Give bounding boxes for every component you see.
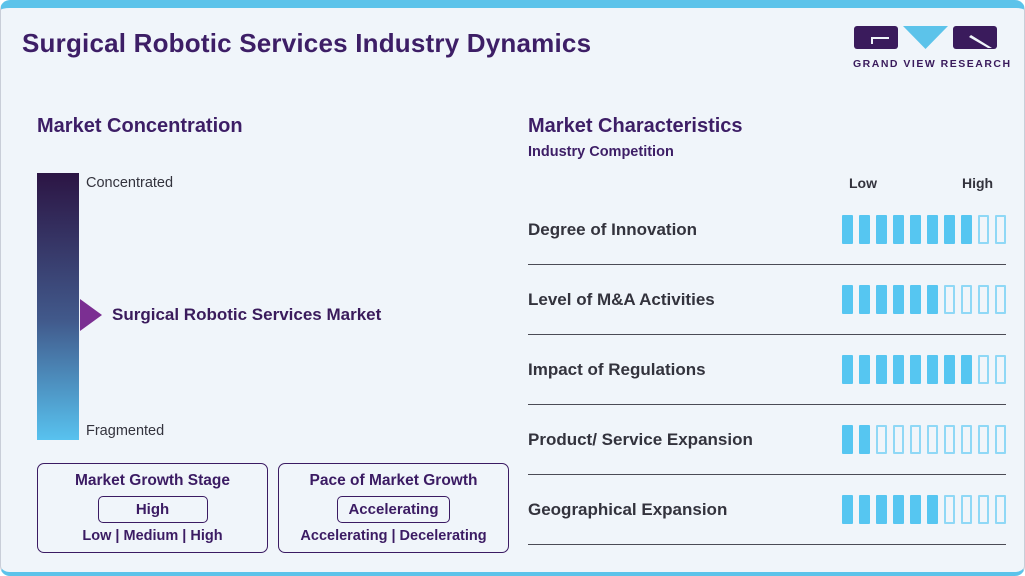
concentrated-label: Concentrated	[86, 175, 174, 191]
gauge-high-label: High	[962, 175, 994, 191]
growth-pace-scale: Accelerating | Decelerating	[300, 528, 487, 544]
gauge-segment-empty	[995, 215, 1006, 244]
characteristic-row: Degree of Innovation	[528, 195, 1006, 265]
gauge-segment-filled	[859, 355, 870, 384]
characteristic-gauge	[842, 425, 1006, 454]
market-growth-stage-box: Market Growth Stage High Low | Medium | …	[37, 463, 268, 553]
market-pointer-label: Surgical Robotic Services Market	[112, 305, 382, 324]
gauge-segment-empty	[978, 215, 989, 244]
characteristics-table: Degree of Innovation Level of M&A Activi…	[528, 195, 1006, 545]
gauge-segment-filled	[910, 495, 921, 524]
gauge-segment-filled	[876, 355, 887, 384]
characteristic-gauge	[842, 215, 1006, 244]
gauge-segment-filled	[842, 355, 853, 384]
gauge-segment-filled	[842, 215, 853, 244]
gauge-segment-filled	[910, 355, 921, 384]
market-concentration-heading: Market Concentration	[37, 115, 243, 137]
gauge-segment-empty	[927, 425, 938, 454]
growth-stage-scale: Low | Medium | High	[82, 528, 223, 544]
brand-name: GRAND VIEW RESEARCH	[853, 58, 1012, 70]
gauge-segment-empty	[944, 495, 955, 524]
gauge-segment-filled	[927, 285, 938, 314]
gauge-segment-empty	[978, 285, 989, 314]
gauge-segment-empty	[995, 355, 1006, 384]
growth-pace-value: Accelerating	[337, 495, 450, 523]
characteristic-row: Impact of Regulations	[528, 335, 1006, 405]
gauge-segment-filled	[842, 425, 853, 454]
characteristic-label: Product/ Service Expansion	[528, 429, 753, 449]
gauge-segment-filled	[910, 215, 921, 244]
fragmented-label: Fragmented	[86, 423, 165, 439]
characteristic-gauge	[842, 285, 1006, 314]
gauge-segment-empty	[961, 425, 972, 454]
gauge-segment-empty	[978, 495, 989, 524]
characteristic-row: Level of M&A Activities	[528, 265, 1006, 335]
growth-stage-title: Market Growth Stage	[74, 472, 231, 489]
growth-stage-value: High	[97, 495, 208, 523]
gauge-segment-empty	[876, 425, 887, 454]
gauge-segment-empty	[995, 425, 1006, 454]
gauge-segment-filled	[842, 285, 853, 314]
gauge-segment-empty	[961, 495, 972, 524]
gauge-segment-filled	[859, 215, 870, 244]
gauge-segment-empty	[978, 425, 989, 454]
gauge-segment-filled	[927, 215, 938, 244]
characteristic-label: Degree of Innovation	[528, 219, 698, 239]
gauge-segment-filled	[927, 495, 938, 524]
characteristic-gauge	[842, 495, 1006, 524]
gauge-segment-filled	[961, 355, 972, 384]
characteristic-label: Level of M&A Activities	[528, 289, 715, 309]
market-growth-pace-box: Pace of Market Growth Accelerating Accel…	[278, 463, 509, 553]
gauge-segment-filled	[876, 495, 887, 524]
gauge-segment-empty	[995, 285, 1006, 314]
gauge-low-label: Low	[849, 175, 877, 191]
characteristic-label: Geographical Expansion	[528, 499, 728, 519]
characteristic-gauge	[842, 355, 1006, 384]
gvr-logo-icon	[854, 26, 997, 49]
characteristic-label: Impact of Regulations	[528, 359, 706, 379]
gauge-segment-empty	[978, 355, 989, 384]
gauge-segment-filled	[927, 355, 938, 384]
gauge-segment-filled	[859, 285, 870, 314]
gauge-segment-filled	[910, 285, 921, 314]
characteristic-row: Product/ Service Expansion	[528, 405, 1006, 475]
gauge-segment-empty	[910, 425, 921, 454]
gauge-segment-filled	[944, 355, 955, 384]
gauge-segment-empty	[995, 495, 1006, 524]
gauge-segment-filled	[842, 495, 853, 524]
market-pointer-arrow-icon	[80, 299, 102, 331]
gauge-segment-filled	[893, 495, 904, 524]
concentration-gradient-bar	[37, 173, 79, 440]
growth-pace-title: Pace of Market Growth	[309, 472, 478, 489]
gauge-segment-filled	[893, 355, 904, 384]
gauge-segment-empty	[944, 425, 955, 454]
market-characteristics-heading: Market Characteristics	[528, 115, 743, 137]
gauge-segment-empty	[893, 425, 904, 454]
characteristic-row: Geographical Expansion	[528, 475, 1006, 545]
gauge-segment-filled	[893, 215, 904, 244]
gauge-segment-filled	[859, 495, 870, 524]
gauge-segment-filled	[893, 285, 904, 314]
gauge-segment-filled	[944, 215, 955, 244]
industry-competition-subheading: Industry Competition	[528, 144, 674, 160]
page-title: Surgical Robotic Services Industry Dynam…	[22, 28, 592, 58]
gauge-segment-filled	[876, 215, 887, 244]
gauge-segment-filled	[876, 285, 887, 314]
gauge-segment-empty	[961, 285, 972, 314]
brand-logo: GRAND VIEW RESEARCH	[853, 26, 1012, 70]
gauge-segment-filled	[961, 215, 972, 244]
gauge-segment-filled	[859, 425, 870, 454]
gauge-segment-empty	[944, 285, 955, 314]
